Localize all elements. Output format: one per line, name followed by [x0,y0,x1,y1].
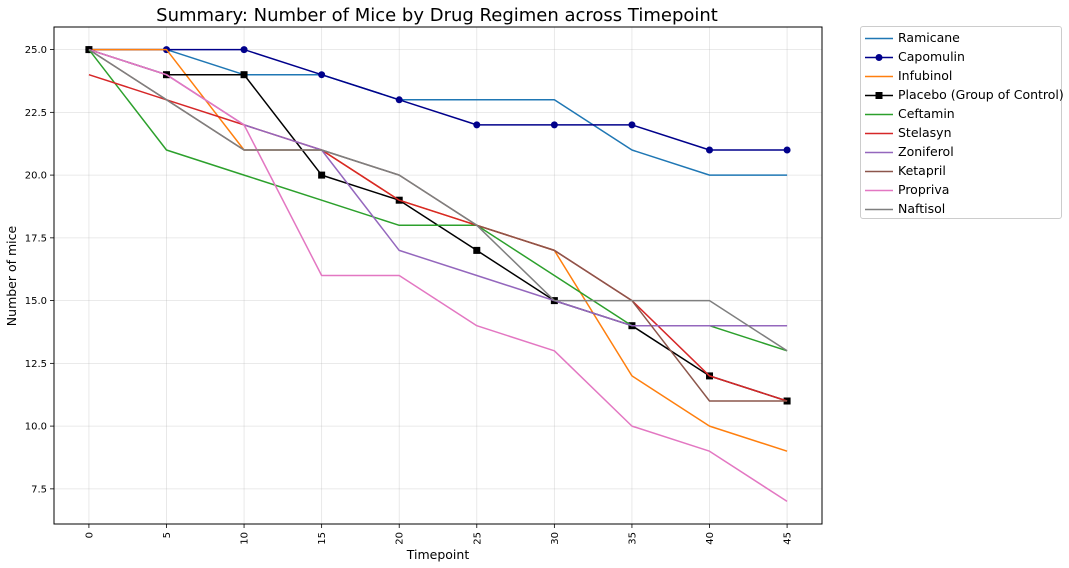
data-point-capomulin [706,146,714,154]
data-point-capomulin [395,96,403,104]
legend-swatch [865,37,893,40]
legend-swatch [865,75,893,78]
data-point-capomulin [473,121,481,129]
x-tick-label: 45 [783,532,794,545]
data-point-placebo-group-of-control [240,71,248,79]
x-tick-label: 30 [550,532,561,545]
legend-label: Stelasyn [898,125,952,140]
data-point-placebo-group-of-control [473,246,481,254]
legend-label: Infubinol [898,68,953,83]
x-tick-label: 15 [317,532,328,545]
legend-label: Zoniferol [898,144,954,159]
y-tick-label: 12.5 [25,359,47,370]
series-line-stelasyn [88,73,788,402]
legend-swatch-marker [875,92,883,99]
data-point-capomulin [628,121,636,129]
legend-label: Propriva [898,182,950,197]
series-line-infubinol [88,48,788,452]
y-tick-label: 15.0 [25,296,47,307]
y-tick-label: 20.0 [25,171,47,182]
legend: Ramicane Capomulin Infubinol Placebo (Group… [860,26,1064,219]
series-lines [85,46,791,503]
x-axis-ticks: 0 5 10 15 20 25 30 35 40 45 [84,524,794,545]
legend-swatch [865,54,893,61]
series-line-zoniferol [88,48,788,327]
series-line-propriva [88,48,788,503]
legend-swatch [865,92,893,99]
data-point-capomulin [550,121,558,129]
y-tick-label: 25.0 [25,45,47,56]
x-tick-label: 5 [162,532,173,538]
series-line-capomulin [88,48,788,151]
series-line-ramicane [88,48,788,176]
legend-item-ceftamin: Ceftamin [861,105,1061,124]
data-point-capomulin [240,46,248,54]
legend-swatch [865,132,893,135]
series-line-naftisol [88,48,788,352]
legend-item-capomulin: Capomulin [861,48,1061,67]
legend-label: Naftisol [898,201,946,216]
legend-item-propriva: Propriva [861,181,1061,200]
legend-item-infubinol: Infubinol [861,67,1061,86]
legend-item-zoniferol: Zoniferol [861,143,1061,162]
y-axis-label: Number of mice [4,225,19,326]
legend-swatch [865,208,893,211]
legend-item-stelasyn: Stelasyn [861,124,1061,143]
legend-swatch [865,170,893,173]
data-point-capomulin [783,146,791,154]
plot-frame [53,26,823,525]
chart-title: Summary: Number of Mice by Drug Regimen … [156,5,718,26]
y-tick-label: 22.5 [25,108,47,119]
data-point-capomulin [318,71,326,79]
legend-swatch [865,189,893,192]
legend-item-ramicane: Ramicane [861,29,1061,48]
legend-label: Ramicane [898,30,960,45]
legend-item-placebo-group-of-control: Placebo (Group of Control) [861,86,1064,105]
y-tick-label: 17.5 [25,233,47,244]
y-axis-ticks: 7.5 10.0 12.5 15.0 17.5 20.0 22.5 25.0 [25,45,54,495]
y-tick-label: 10.0 [25,422,47,433]
legend-label: Placebo (Group of Control) [898,87,1064,102]
legend-swatch [865,151,893,154]
y-tick-label: 7.5 [31,484,47,495]
legend-label: Capomulin [898,49,965,64]
x-tick-label: 10 [240,532,251,545]
x-axis-label: Timepoint [406,547,470,562]
x-tick-label: 0 [84,532,95,538]
data-point-placebo-group-of-control [318,171,326,179]
x-tick-label: 20 [395,532,406,545]
x-tick-label: 35 [627,532,638,545]
legend-item-naftisol: Naftisol [861,200,1061,219]
legend-item-ketapril: Ketapril [861,162,1061,181]
x-tick-label: 25 [472,532,483,545]
legend-label: Ketapril [898,163,946,178]
legend-swatch-marker [875,54,883,61]
legend-swatch [865,113,893,116]
x-tick-label: 40 [705,532,716,545]
legend-label: Ceftamin [898,106,955,121]
